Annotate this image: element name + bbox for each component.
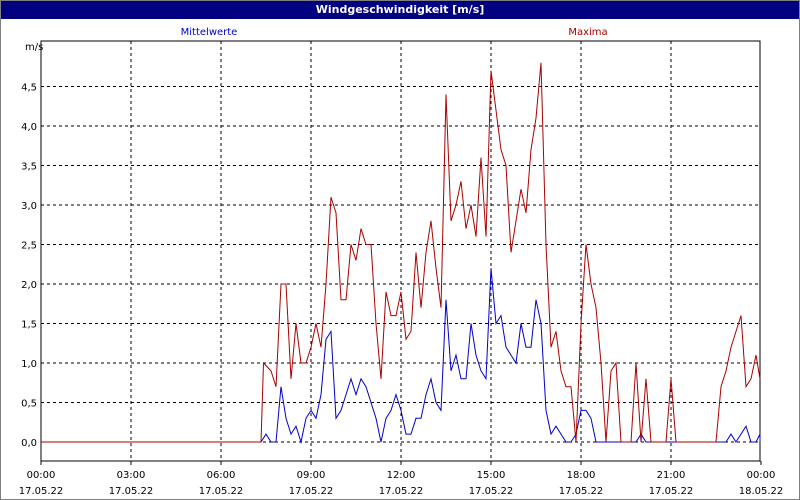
series-lines (41, 62, 761, 444)
x-tick-date: 17.05.22 (199, 486, 244, 497)
y-axis-label: m/s (25, 42, 43, 53)
y-tick-label: 1,0 (21, 359, 37, 370)
x-tick-date: 18.05.22 (739, 486, 784, 497)
x-tick-date: 17.05.22 (649, 486, 694, 497)
x-tick-date: 17.05.22 (379, 486, 424, 497)
x-tick-date: 17.05.22 (289, 486, 334, 497)
y-tick-label: 0,5 (21, 399, 37, 410)
y-tick-label: 3,0 (21, 201, 37, 212)
x-tick-date: 17.05.22 (559, 486, 604, 497)
series-line-maxima (41, 62, 761, 443)
y-tick-label: 0,0 (21, 438, 37, 449)
x-tick-time: 21:00 (657, 470, 686, 481)
y-tick-label: 4,5 (21, 83, 37, 94)
legend-mittelwerte: Mittelwerte (181, 27, 238, 38)
x-tick-time: 09:00 (297, 470, 326, 481)
x-tick-time: 00:00 (27, 470, 56, 481)
y-tick-label: 2,5 (21, 241, 37, 252)
y-tick-label: 1,5 (21, 320, 37, 331)
x-tick-time: 12:00 (387, 470, 416, 481)
x-tick-time: 15:00 (477, 470, 506, 481)
x-tick-time: 06:00 (207, 470, 236, 481)
x-tick-time: 03:00 (117, 470, 146, 481)
y-tick-label: 2,0 (21, 280, 37, 291)
x-tick-date: 17.05.22 (109, 486, 154, 497)
y-axis: 0,0 0,5 1,0 1,5 2,0 2,5 3,0 3,5 4,0 4,5 (21, 83, 37, 450)
x-tick-date: 17.05.22 (19, 486, 64, 497)
x-axis: 00:00 17.05.22 03:00 17.05.22 06:00 17.05.22 0… (19, 461, 784, 497)
y-tick-label: 4,0 (21, 122, 37, 133)
chart-title: Windgeschwindigkeit [m/s] (1, 1, 799, 19)
y-tick-label: 3,5 (21, 162, 37, 173)
grid-lines (41, 41, 760, 461)
x-tick-date: 17.05.22 (469, 486, 514, 497)
x-tick-time: 18:00 (567, 470, 596, 481)
x-tick-time: 00:00 (747, 470, 776, 481)
legend-maxima: Maxima (568, 27, 607, 38)
